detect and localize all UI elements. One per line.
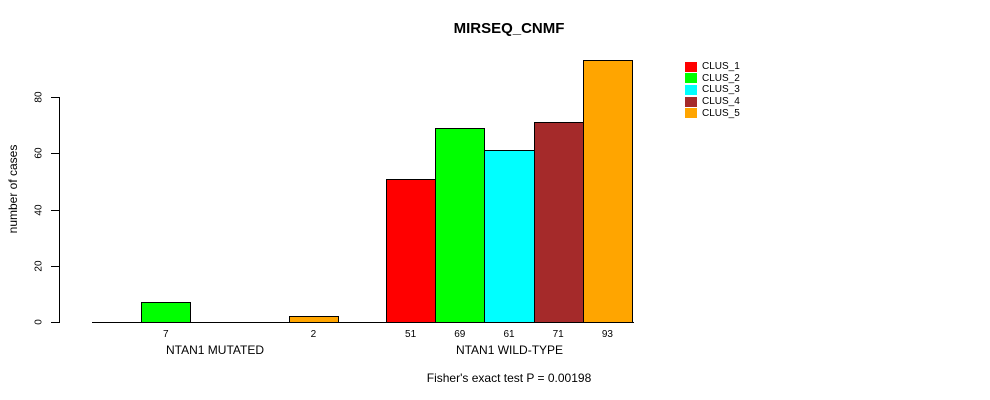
legend-item-clus_1: CLUS_1 <box>685 61 740 73</box>
y-tick-80 <box>51 97 60 98</box>
legend: CLUS_1 CLUS_2 CLUS_3 CLUS_4 CLUS_5 <box>685 61 740 119</box>
legend-label-clus_1: CLUS_1 <box>702 61 740 73</box>
bar-clus_1-group2 <box>386 179 436 323</box>
y-tick-label-60: 60 <box>33 147 45 159</box>
legend-item-clus_2: CLUS_2 <box>685 73 740 85</box>
y-tick-label-40: 40 <box>33 203 45 216</box>
legend-label-clus_2: CLUS_2 <box>702 72 740 84</box>
legend-swatch-clus_5 <box>685 108 697 119</box>
bar-clus_5-group2 <box>583 60 633 323</box>
bar-value-clus_5-group1: 2 <box>310 329 317 340</box>
legend-label-clus_5: CLUS_5 <box>702 107 740 119</box>
y-tick-0 <box>51 322 60 323</box>
legend-swatch-clus_4 <box>685 96 697 107</box>
bar-clus_3-group2 <box>484 150 535 323</box>
bar-value-clus_5-group2: 93 <box>601 329 613 340</box>
legend-swatch-clus_3 <box>685 84 697 95</box>
bar-clus_5-group1 <box>289 316 339 323</box>
y-tick-60 <box>51 153 60 155</box>
y-axis-title: number of cases <box>6 144 20 234</box>
group-label-ntan1-mutated: NTAN1 MUTATED <box>166 343 264 357</box>
legend-swatch-clus_2 <box>685 73 697 84</box>
chart-title: MIRSEQ_CNMF <box>453 20 565 37</box>
bar-clus_2-group1 <box>141 302 191 323</box>
bar-value-clus_2-group1: 7 <box>163 329 169 340</box>
bar-value-clus_3-group2: 61 <box>503 329 515 340</box>
x-axis-line <box>92 322 634 323</box>
y-tick-label-80: 80 <box>33 91 45 103</box>
bar-clus_2-group2 <box>435 128 485 323</box>
bar-clus_4-group2 <box>534 122 584 323</box>
legend-item-clus_4: CLUS_4 <box>685 96 740 108</box>
group-label-ntan1-wild-type: NTAN1 WILD-TYPE <box>455 343 564 357</box>
bar-value-clus_4-group2: 71 <box>552 329 564 340</box>
legend-item-clus_3: CLUS_3 <box>685 84 740 96</box>
y-tick-label-20: 20 <box>33 260 45 272</box>
fisher-test-note: Fisher's exact test P = 0.00198 <box>426 371 592 385</box>
legend-item-clus_5: CLUS_5 <box>685 107 740 119</box>
bar-value-clus_1-group2: 51 <box>405 329 417 340</box>
y-tick-40 <box>51 209 60 211</box>
bar-value-clus_2-group2: 69 <box>454 329 466 340</box>
legend-label-clus_3: CLUS_3 <box>702 84 740 96</box>
legend-label-clus_4: CLUS_4 <box>702 96 740 108</box>
legend-swatch-clus_1 <box>685 61 697 72</box>
y-tick-20 <box>51 265 60 267</box>
y-tick-label-0: 0 <box>33 319 45 325</box>
